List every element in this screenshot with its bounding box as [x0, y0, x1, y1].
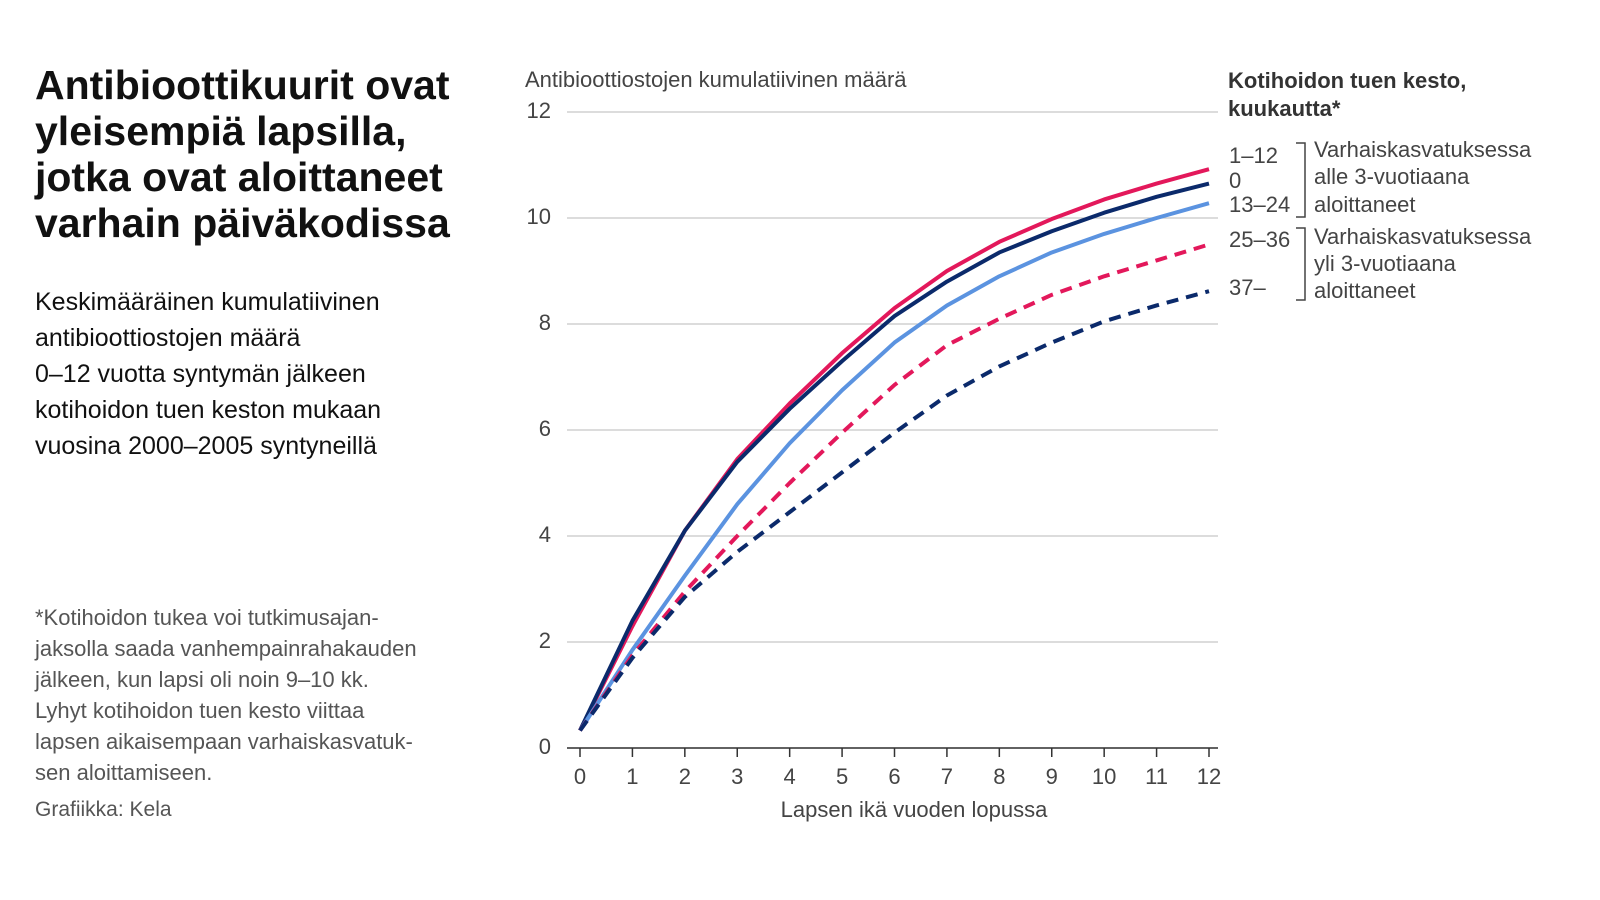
headline-line: Antibioottikuurit ovat [35, 62, 450, 108]
y-tick-label: 8 [539, 310, 551, 335]
y-tick-label: 6 [539, 416, 551, 441]
legend-group: yli 3-vuotiaana [1314, 251, 1457, 276]
legend-bracket [1296, 142, 1306, 218]
footnote-line: Lyhyt kotihoidon tuen kesto viittaa [35, 698, 365, 723]
x-tick-label: 1 [626, 764, 638, 789]
x-tick-label: 12 [1197, 764, 1221, 789]
x-tick-label: 3 [731, 764, 743, 789]
legend-group: alle 3-vuotiaana [1314, 164, 1470, 189]
x-tick-label: 8 [993, 764, 1005, 789]
y-tick-label: 0 [539, 734, 551, 759]
subtitle-line: 0–12 vuotta syntymän jälkeen [35, 360, 366, 388]
legend-group: aloittaneet [1314, 278, 1416, 303]
y-tick-label: 2 [539, 628, 551, 653]
x-tick-label: 6 [888, 764, 900, 789]
x-tick-label: 5 [836, 764, 848, 789]
legend-label: 25–36 [1229, 227, 1290, 252]
credit: Grafiikka: Kela [35, 798, 172, 821]
x-axis-title: Lapsen ikä vuoden lopussa [781, 797, 1048, 822]
legend-title: kuukautta* [1228, 96, 1341, 121]
x-tick-label: 0 [574, 764, 586, 789]
series-line [578, 201, 1210, 732]
x-tick-label: 2 [679, 764, 691, 789]
y-tick-label: 12 [527, 98, 551, 123]
series-line [578, 181, 1210, 732]
x-tick-label: 4 [784, 764, 796, 789]
y-axis-title: Antibioottiostojen kumulatiivinen määrä [525, 67, 907, 92]
footnote-line: jaksolla saada vanhempainrahakauden [35, 636, 417, 661]
subtitle-line: kotihoidon tuen keston mukaan [35, 396, 382, 424]
legend-label: 0 [1229, 168, 1241, 193]
legend-group: Varhaiskasvatuksessa [1314, 137, 1532, 162]
headline-line: jotka ovat aloittaneet [35, 154, 443, 200]
headline-line: varhain päiväkodissa [35, 200, 450, 246]
subtitle: Keskimääräinen kumulatiivinen antibiootti… [35, 284, 381, 464]
legend-label: 1–12 [1229, 143, 1278, 168]
legend-group: Varhaiskasvatuksessa [1314, 224, 1532, 249]
y-tick-label: 10 [527, 204, 551, 229]
legend-label: 13–24 [1229, 192, 1290, 217]
x-tick-label: 10 [1092, 764, 1116, 789]
series-line [578, 242, 1210, 732]
legend-bracket [1296, 227, 1306, 301]
x-tick-label: 11 [1145, 764, 1168, 789]
x-tick-label: 7 [941, 764, 953, 789]
subtitle-line: antibioottiostojen määrä [35, 324, 301, 352]
legend-label: 37– [1229, 275, 1266, 300]
footnote-line: lapsen aikaisempaan varhaiskasvatuk- [35, 729, 413, 754]
x-tick-label: 9 [1046, 764, 1058, 789]
legend-group: aloittaneet [1314, 192, 1416, 217]
footnote: *Kotihoidon tukea voi tutkimusajan-jakso… [35, 602, 417, 788]
headline-line: yleisempiä lapsilla, [35, 108, 407, 154]
subtitle-line: vuosina 2000–2005 syntyneillä [35, 432, 377, 460]
headline: Antibioottikuurit ovat yleisempiä lapsill… [35, 62, 450, 246]
footnote-line: sen aloittamiseen. [35, 760, 213, 785]
legend-title: Kotihoidon tuen kesto, [1228, 68, 1466, 93]
subtitle-line: Keskimääräinen kumulatiivinen [35, 288, 380, 316]
footnote-line: jälkeen, kun lapsi oli noin 9–10 kk. [35, 667, 369, 692]
series-line [578, 289, 1210, 732]
y-tick-label: 4 [539, 522, 551, 547]
series-line [578, 167, 1210, 732]
footnote-line: *Kotihoidon tukea voi tutkimusajan- [35, 605, 379, 630]
